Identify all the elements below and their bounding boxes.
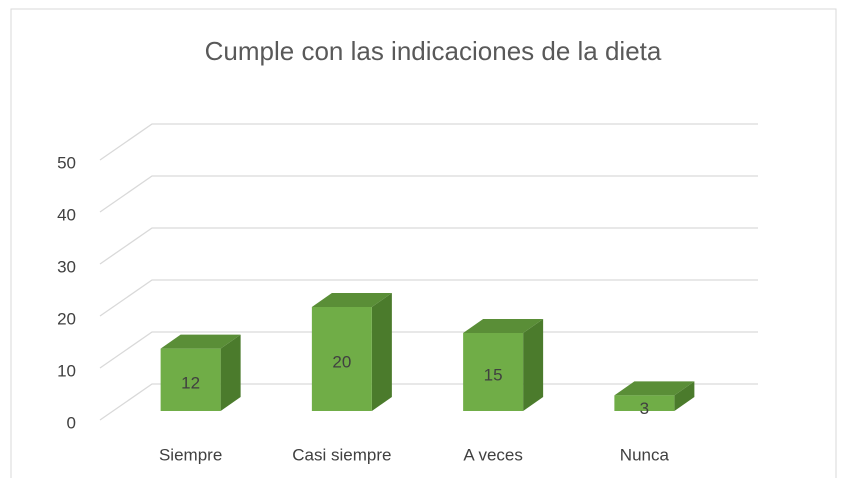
bar-side <box>674 381 695 411</box>
bar-top <box>614 381 695 396</box>
bar <box>463 319 544 411</box>
y-tick-label: 50 <box>57 153 76 172</box>
grid-line <box>99 227 758 265</box>
bar-front <box>463 333 524 411</box>
grid-line <box>99 279 758 317</box>
x-tick-label: Siempre <box>159 445 222 464</box>
bar-side <box>220 334 241 411</box>
bar-top <box>311 293 392 307</box>
x-tick-label: A veces <box>463 445 523 464</box>
bar <box>311 293 392 411</box>
bar-front <box>614 395 675 411</box>
grid-line <box>99 383 758 421</box>
grid-line <box>99 123 758 161</box>
y-tick-label: 10 <box>57 361 76 380</box>
x-tick-label: Casi siempre <box>292 445 391 464</box>
data-label: 12 <box>181 373 200 392</box>
x-tick-label: Nunca <box>620 445 670 464</box>
data-label: 3 <box>640 399 649 418</box>
bar <box>160 334 241 411</box>
y-tick-label: 20 <box>57 309 76 328</box>
bar-top <box>463 319 544 333</box>
y-tick-label: 40 <box>57 205 76 224</box>
y-tick-label: 0 <box>67 413 76 432</box>
data-label: 15 <box>484 365 503 384</box>
y-tick-label: 30 <box>57 257 76 276</box>
bar-front <box>160 348 221 411</box>
chart-title: Cumple con las indicaciones de la dieta <box>205 36 662 66</box>
bar-side <box>523 319 544 411</box>
grid-line <box>99 175 758 213</box>
bar-top <box>160 334 241 349</box>
grid-line <box>99 331 758 369</box>
bar-front <box>311 307 372 411</box>
chart-border <box>10 8 837 478</box>
bar <box>614 381 695 411</box>
data-label: 20 <box>332 352 351 371</box>
bar-side <box>371 293 392 411</box>
